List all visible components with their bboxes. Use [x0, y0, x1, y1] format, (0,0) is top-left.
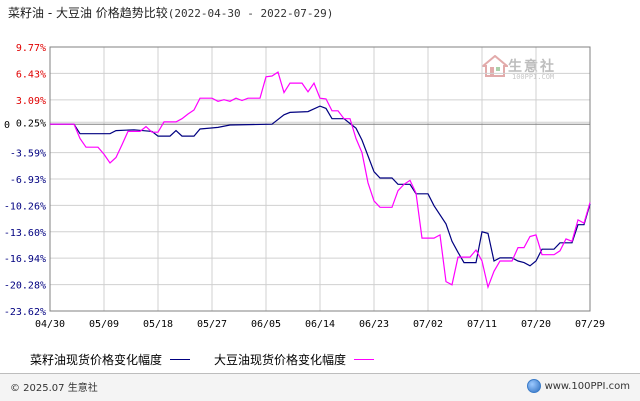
x-tick-label: 04/30	[35, 319, 65, 330]
x-tick-label: 06/14	[305, 319, 335, 330]
x-tick-label: 05/27	[197, 319, 227, 330]
y-tick-label: -23.62%	[4, 307, 46, 318]
x-tick-label: 06/05	[251, 319, 281, 330]
legend-label-soybean: 大豆油现货价格变化幅度	[214, 353, 347, 367]
x-tick-label: 07/11	[467, 319, 497, 330]
chart-date-range: (2022-04-30 - 2022-07-29)	[167, 7, 334, 20]
y-tick-label: -16.94%	[4, 254, 46, 265]
footer-site-text: www.100PPI.com	[544, 380, 630, 392]
house-logo-icon	[482, 55, 508, 77]
y-tick-label: 0	[4, 120, 10, 131]
y-tick-label: 9.77%	[16, 43, 46, 54]
chart-legend: 菜籽油现货价格变化幅度 大豆油现货价格变化幅度	[30, 351, 380, 368]
y-tick-label: -20.28%	[4, 281, 46, 292]
chart-title-main: 菜籽油 - 大豆油 价格趋势比较	[8, 6, 168, 20]
x-tick-label: 07/02	[413, 319, 443, 330]
y-tick-label: -3.59%	[10, 149, 46, 160]
legend-swatch-rapeseed	[170, 359, 191, 360]
x-tick-label: 05/09	[89, 319, 119, 330]
y-tick-label: -13.60%	[4, 228, 46, 239]
legend-label-rapeseed: 菜籽油现货价格变化幅度	[30, 353, 163, 367]
x-tick-label: 05/18	[143, 319, 173, 330]
x-tick-label: 07/20	[521, 319, 551, 330]
y-tick-label: -6.93%	[10, 175, 46, 186]
price-trend-chart: 9.77% 6.43% 3.09% 0.25% 0 -3.59% -6.93% -10.26%…	[4, 43, 605, 330]
x-tick-label: 06/23	[359, 319, 389, 330]
series-line-rapeseed-oil	[50, 105, 591, 267]
footer-copyright: © 2025.07 生意社	[10, 383, 98, 394]
y-tick-label: -10.26%	[4, 201, 46, 212]
y-tick-label: 6.43%	[16, 69, 46, 80]
footer-bar: © 2025.07 生意社 www.100PPI.com	[0, 373, 640, 401]
legend-swatch-soybean	[354, 359, 375, 360]
watermark-site: 100PPI.COM	[512, 73, 555, 81]
globe-icon	[526, 379, 541, 393]
series-line-soybean-oil	[50, 71, 591, 290]
x-tick-label: 07/29	[575, 319, 605, 330]
chart-title: 菜籽油 - 大豆油 价格趋势比较(2022-04-30 - 2022-07-29…	[8, 4, 333, 21]
plot-area-border	[49, 46, 591, 312]
watermark-logo: 生意社 100PPI.COM	[482, 55, 556, 81]
y-tick-label: 3.09%	[16, 96, 46, 107]
footer-site-link[interactable]: www.100PPI.com	[526, 379, 630, 393]
y-tick-label: 0.25%	[16, 118, 46, 129]
watermark-name: 生意社	[508, 59, 556, 75]
